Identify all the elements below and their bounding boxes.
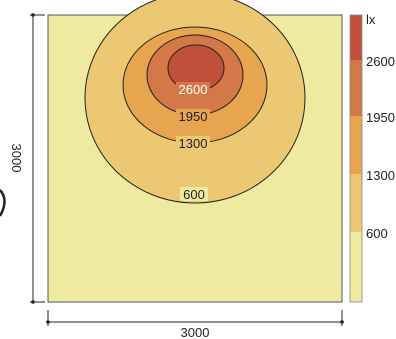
legend-band-peak: [350, 15, 362, 60]
contour-areas: [84, 0, 306, 204]
legend-band-1300: [350, 116, 362, 174]
legend-tick-1950: 1950: [366, 110, 395, 125]
legend-tick-1300: 1300: [366, 168, 395, 183]
contour-label-1300: 1300: [179, 136, 208, 151]
contour-label-2600: 2600: [179, 82, 208, 97]
legend-band-1950: [350, 60, 362, 116]
legend-band-low: [350, 232, 362, 302]
depth-label: 3000: [9, 144, 24, 173]
depth-dimension: 3000: [9, 13, 45, 304]
legend: lx 2600 1950 1300 600: [349, 12, 395, 303]
width-dimension: 3000: [46, 310, 344, 339]
edge-mark: [0, 189, 6, 217]
heading-fragment: [52, 0, 202, 5]
width-label: 3000: [181, 325, 210, 339]
legend-tick-600: 600: [366, 226, 388, 241]
contour-label-600: 600: [183, 187, 205, 202]
legend-band-600: [350, 174, 362, 232]
legend-unit: lx: [366, 12, 376, 27]
contour-labels: 2600 1950 1300 600: [176, 82, 210, 202]
legend-tick-2600: 2600: [366, 54, 395, 69]
contour-label-1950: 1950: [179, 109, 208, 124]
